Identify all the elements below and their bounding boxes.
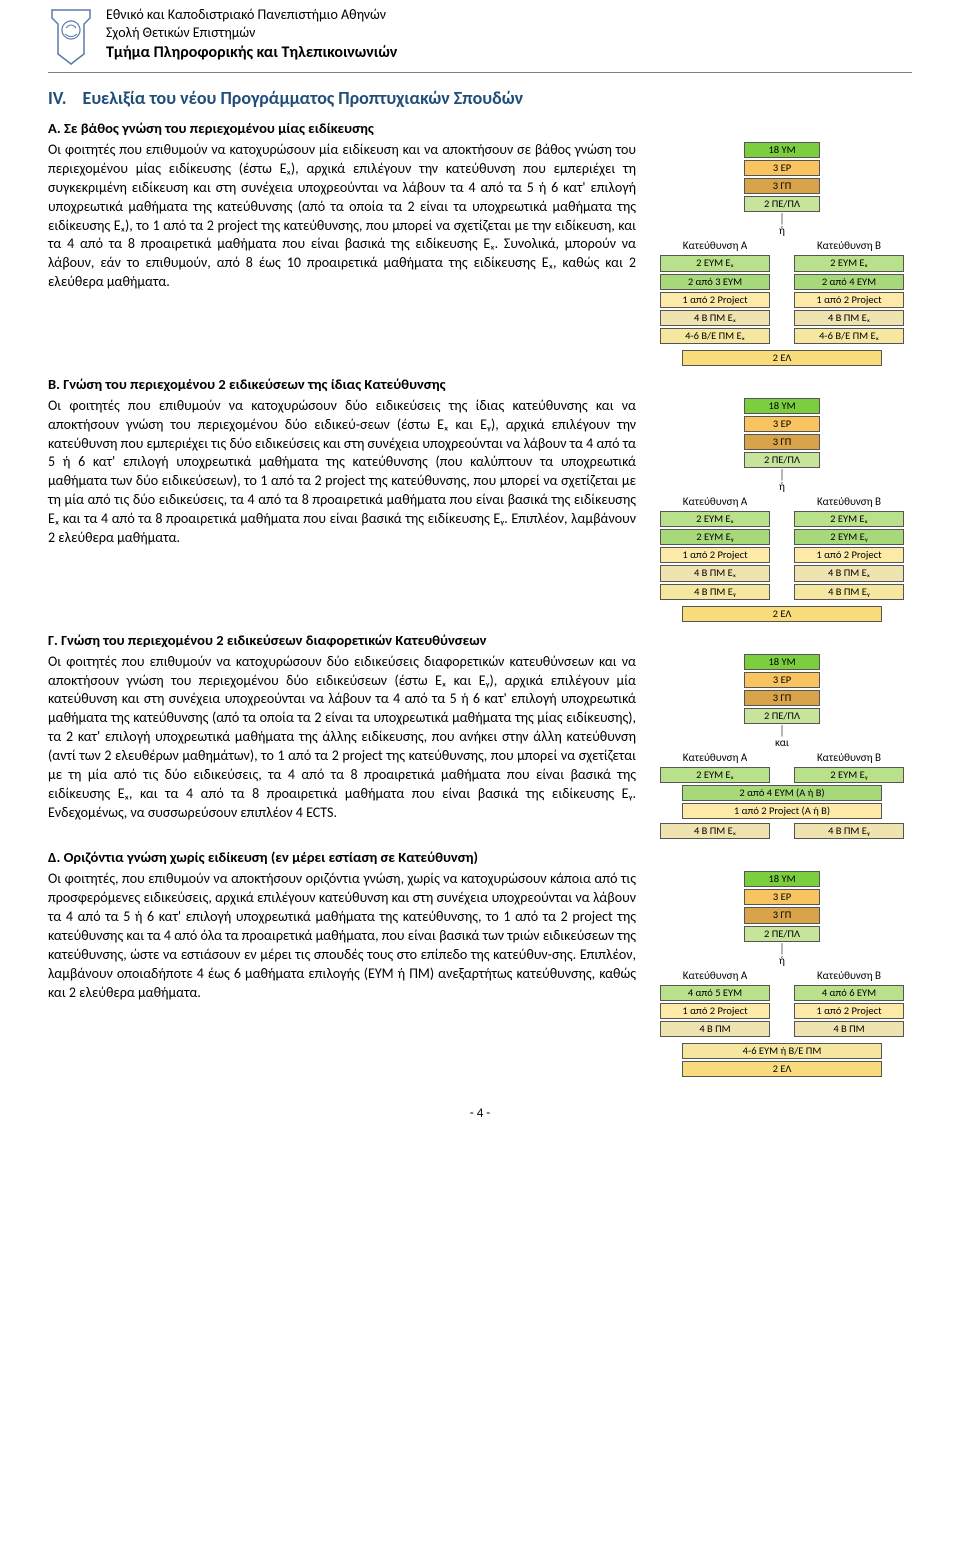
diagram-box: 1 από 2 Project bbox=[660, 1003, 770, 1019]
diagram-box: 4 Β ΠΜ Eₓ bbox=[794, 310, 904, 326]
diagram-box: 4 Β ΠΜ Eₓ bbox=[660, 310, 770, 326]
school-name: Σχολή Θετικών Επιστημών bbox=[106, 24, 912, 42]
university-name: Εθνικό και Καποδιστριακό Πανεπιστήμιο Αθ… bbox=[106, 6, 912, 24]
diagram-box: 2 ΕΥΜ Eₓ bbox=[660, 511, 770, 527]
diagram-b: 18 ΥΜ 3 ΕΡ 3 ΓΠ 2 ΠΕ/ΠΛ│ ή Κατεύθυνση Α 2 ΕΥΜ… bbox=[652, 397, 912, 623]
diagram-connector: │ και bbox=[775, 725, 789, 749]
diagram-box: 3 ΓΠ bbox=[744, 178, 820, 194]
direction-heading: Κατεύθυνση Β bbox=[817, 969, 881, 982]
subsection-c-body: Οι φοιτητές που επιθυμούν να κατοχυρώσου… bbox=[48, 653, 636, 823]
diagram-box: 3 ΓΠ bbox=[744, 907, 820, 923]
direction-heading: Κατεύθυνση Α bbox=[683, 751, 747, 764]
diagram-box: 1 από 2 Project bbox=[794, 1003, 904, 1019]
diagram-box: 4-6 Β/Ε ΠΜ Eₓ bbox=[794, 328, 904, 344]
diagram-box: 4-6 Β/Ε ΠΜ Eₓ bbox=[660, 328, 770, 344]
diagram-box: 2 ΕΛ bbox=[682, 350, 882, 366]
header-rule bbox=[48, 72, 912, 73]
diagram-box: 4 Β ΠΜ Eᵧ bbox=[794, 584, 904, 600]
diagram-box: 4 Β ΠΜ Eₓ bbox=[660, 565, 770, 581]
diagram-box: 2 ΠΕ/ΠΛ bbox=[744, 926, 820, 942]
subsection-d-title: Δ. Οριζόντια γνώση χωρίς ειδίκευση (εν μ… bbox=[48, 848, 912, 866]
subsection-b-title: Β. Γνώση του περιεχομένου 2 ειδικεύσεων … bbox=[48, 375, 912, 393]
diagram-box: 2 ΕΥΜ Eₓ bbox=[660, 767, 770, 783]
page-number: - 4 - bbox=[48, 1106, 912, 1121]
subsection-a-title: Α. Σε βάθος γνώση του περιεχομένου μίας … bbox=[48, 119, 912, 137]
diagram-box: 2 ΕΥΜ Eᵧ bbox=[794, 529, 904, 545]
diagram-box: 2 από 3 ΕΥΜ bbox=[660, 274, 770, 290]
diagram-connector: │ ή bbox=[779, 213, 785, 237]
diagram-box: 4 Β ΠΜ Eₓ bbox=[794, 565, 904, 581]
subsection-c-title: Γ. Γνώση του περιεχομένου 2 ειδικεύσεων … bbox=[48, 631, 912, 649]
diagram-box: 3 ΕΡ bbox=[744, 416, 820, 432]
section-title: IV. Ευελιξία του νέου Προγράμματος Προπτ… bbox=[48, 87, 912, 109]
diagram-box: 2 ΕΥΜ Eᵧ bbox=[660, 529, 770, 545]
direction-heading: Κατεύθυνση Β bbox=[817, 239, 881, 252]
diagram-box: 18 ΥΜ bbox=[744, 398, 820, 414]
direction-heading: Κατεύθυνση Β bbox=[817, 495, 881, 508]
diagram-box: 4 από 6 ΕΥΜ bbox=[794, 985, 904, 1001]
diagram-box: 4-6 ΕΥΜ ή Β/Ε ΠΜ bbox=[682, 1043, 882, 1059]
diagram-c: 18 ΥΜ 3 ΕΡ 3 ΓΠ 2 ΠΕ/ΠΛ│ και Κατεύθυνση Α 2 Ε… bbox=[652, 653, 912, 841]
subsection-a-body: Οι φοιτητές που επιθυμούν να κατοχυρώσου… bbox=[48, 141, 636, 292]
diagram-box: 2 ΠΕ/ΠΛ bbox=[744, 708, 820, 724]
section-heading: Ευελιξία του νέου Προγράμματος Προπτυχια… bbox=[83, 87, 524, 109]
diagram-box: 3 ΕΡ bbox=[744, 160, 820, 176]
diagram-box: 1 από 2 Project bbox=[660, 547, 770, 563]
diagram-box: 2 από 4 ΕΥΜ (Α ή Β) bbox=[682, 785, 882, 801]
direction-heading: Κατεύθυνση Β bbox=[817, 751, 881, 764]
diagram-connector: │ ή bbox=[779, 469, 785, 493]
diagram-d: 18 ΥΜ 3 ΕΡ 3 ΓΠ 2 ΠΕ/ΠΛ│ ή Κατεύθυνση Α 4 από… bbox=[652, 870, 912, 1078]
subsection-d-body: Οι φοιτητές, που επιθυμούν να αποκτήσουν… bbox=[48, 870, 636, 1002]
diagram-connector: │ ή bbox=[779, 943, 785, 967]
diagram-box: 2 ΕΥΜ Eₓ bbox=[660, 255, 770, 271]
diagram-box: 1 από 2 Project (Α ή Β) bbox=[682, 803, 882, 819]
direction-heading: Κατεύθυνση Α bbox=[683, 495, 747, 508]
diagram-box: 2 ΕΛ bbox=[682, 1061, 882, 1077]
diagram-box: 2 από 4 ΕΥΜ bbox=[794, 274, 904, 290]
diagram-box: 18 ΥΜ bbox=[744, 142, 820, 158]
diagram-box: 2 ΕΥΜ Eₓ bbox=[794, 511, 904, 527]
diagram-box: 3 ΓΠ bbox=[744, 434, 820, 450]
diagram-a: 18 ΥΜ 3 ΕΡ 3 ΓΠ 2 ΠΕ/ΠΛ│ ή Κατεύθυνση Α 2 ΕΥΜ… bbox=[652, 141, 912, 367]
diagram-box: 3 ΓΠ bbox=[744, 690, 820, 706]
university-crest-icon bbox=[48, 6, 94, 66]
diagram-box: 4 Β ΠΜ bbox=[794, 1021, 904, 1037]
diagram-box: 2 ΠΕ/ΠΛ bbox=[744, 196, 820, 212]
diagram-box: 1 από 2 Project bbox=[660, 292, 770, 308]
diagram-box: 18 ΥΜ bbox=[744, 871, 820, 887]
subsection-b-body: Οι φοιτητές που επιθυμούν να κατοχυρώσου… bbox=[48, 397, 636, 548]
diagram-box: 4 Β ΠΜ Eₓ bbox=[660, 823, 770, 839]
diagram-box: 18 ΥΜ bbox=[744, 654, 820, 670]
diagram-box: 2 ΕΛ bbox=[682, 606, 882, 622]
diagram-box: 4 Β ΠΜ bbox=[660, 1021, 770, 1037]
diagram-box: 4 Β ΠΜ Eᵧ bbox=[660, 584, 770, 600]
diagram-box: 3 ΕΡ bbox=[744, 672, 820, 688]
diagram-box: 1 από 2 Project bbox=[794, 292, 904, 308]
diagram-box: 4 Β ΠΜ Eᵧ bbox=[794, 823, 904, 839]
direction-heading: Κατεύθυνση Α bbox=[683, 239, 747, 252]
direction-heading: Κατεύθυνση Α bbox=[683, 969, 747, 982]
diagram-box: 4 από 5 ΕΥΜ bbox=[660, 985, 770, 1001]
diagram-box: 2 ΕΥΜ Eᵧ bbox=[794, 767, 904, 783]
diagram-box: 2 ΠΕ/ΠΛ bbox=[744, 452, 820, 468]
department-name: Τμήμα Πληροφορικής και Τηλεπικοινωνιών bbox=[106, 43, 912, 62]
diagram-box: 3 ΕΡ bbox=[744, 889, 820, 905]
section-number: IV. bbox=[48, 87, 67, 109]
diagram-box: 2 ΕΥΜ Eₓ bbox=[794, 255, 904, 271]
diagram-box: 1 από 2 Project bbox=[794, 547, 904, 563]
page-header: Εθνικό και Καποδιστριακό Πανεπιστήμιο Αθ… bbox=[48, 0, 912, 66]
